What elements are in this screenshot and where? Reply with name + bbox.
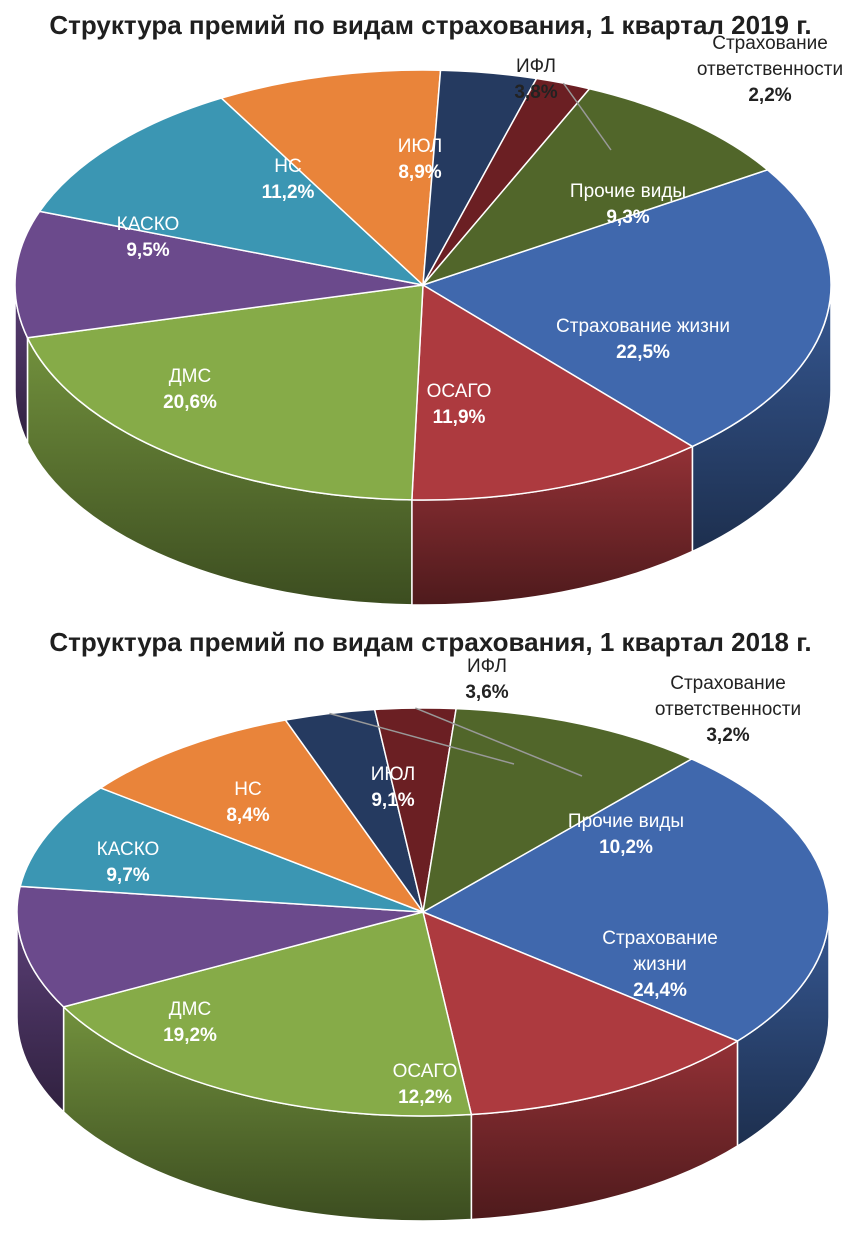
category-label-страхование-жизни: Страхование bbox=[602, 928, 718, 949]
chart-title-2019: Структура премий по видам страхования, 1… bbox=[49, 10, 812, 40]
data-label-нс: 8,4% bbox=[226, 805, 269, 826]
data-label-ифл: 3,8% bbox=[514, 82, 557, 103]
category-label-ифл: ИФЛ bbox=[516, 56, 556, 77]
category-label-прочие-виды: Прочие виды bbox=[570, 181, 686, 202]
pie-slice-прочие-виды bbox=[422, 707, 694, 914]
data-label-осаго: 11,9% bbox=[433, 407, 486, 428]
leader-line-ифл bbox=[329, 712, 515, 765]
category-label-июл: ИЮЛ bbox=[398, 136, 442, 157]
pie-slice-осаго bbox=[411, 283, 694, 501]
data-label-ифл: 3,6% bbox=[465, 682, 508, 703]
data-label-страхование-жизни: 22,5% bbox=[616, 342, 670, 363]
pie-slice-июл bbox=[219, 69, 442, 287]
data-label-каско: 9,7% bbox=[106, 865, 149, 886]
data-label-июл: 8,9% bbox=[398, 162, 441, 183]
category-label-каско: КАСКО bbox=[97, 839, 160, 860]
pie-slice-дмс bbox=[26, 284, 424, 501]
pie-slice-осаго bbox=[421, 910, 740, 1116]
pie-chart-2019: Страхование жизни 22,5% ОСАГО 11,9% ДМС 20,6%… bbox=[14, 33, 843, 606]
pie-slice-каско bbox=[16, 885, 424, 1008]
data-label-прочие-виды: 10,2% bbox=[599, 837, 653, 858]
data-label-дмс: 19,2% bbox=[163, 1025, 217, 1046]
pie-slice-июл bbox=[99, 719, 426, 914]
data-label-нс: 11,2% bbox=[262, 182, 315, 203]
category-label-прочие-виды: Прочие виды bbox=[568, 811, 684, 832]
data-label-прочие-виды: 9,3% bbox=[606, 207, 649, 228]
category-label-страхование-ответственности: ответственности bbox=[655, 699, 801, 720]
category-label-дмс: ДМС bbox=[169, 366, 211, 387]
category-label-страхование-ответственности: ответственности bbox=[697, 59, 843, 80]
pie-slice-страхование-жизни bbox=[421, 168, 832, 448]
category-label-страхование-ответственности: Страхование bbox=[712, 33, 828, 54]
pie-slice-страхование-жизни bbox=[421, 758, 830, 1042]
chart-title-2018: Структура премий по видам страхования, 1… bbox=[49, 627, 812, 657]
data-label-страхование-ответственности: 2,2% bbox=[748, 85, 791, 106]
category-label-нс: НС bbox=[234, 779, 261, 800]
leader-line-страхование-ответственности bbox=[415, 707, 583, 777]
category-label-осаго: ОСАГО bbox=[393, 1061, 458, 1082]
category-label-дмс: ДМС bbox=[169, 999, 211, 1020]
pie-chart-2018: Страхование жизни 24,4% ОСАГО 12,2% ДМС 19,2% К… bbox=[16, 656, 830, 1222]
category-label-страхование-ответственности: Страхование bbox=[670, 673, 786, 694]
category-label-каско: КАСКО bbox=[117, 214, 180, 235]
category-label-нс: НС bbox=[274, 156, 301, 177]
category-label-ифл: ИФЛ bbox=[467, 656, 507, 677]
pie-slice-каско bbox=[14, 210, 424, 339]
pie-slice-нс bbox=[38, 97, 426, 287]
category-label-осаго: ОСАГО bbox=[427, 381, 492, 402]
category-label-страхование-жизни: Страхование жизни bbox=[556, 316, 730, 337]
category-label-июл: ИЮЛ bbox=[371, 764, 415, 785]
pie-slice-нс bbox=[19, 787, 424, 913]
data-label-каско: 9,5% bbox=[126, 240, 169, 261]
data-label-дмс: 20,6% bbox=[163, 392, 217, 413]
data-label-июл: 9,1% bbox=[371, 790, 414, 811]
data-label-страхование-ответственности: 3,2% bbox=[706, 725, 749, 746]
data-label-осаго: 12,2% bbox=[398, 1087, 452, 1108]
pie-slice-дмс bbox=[62, 911, 473, 1117]
category-label-страхование-жизни: жизни bbox=[633, 954, 686, 975]
pie-slice-прочие-виды bbox=[420, 87, 770, 287]
data-label-страхование-жизни: 24,4% bbox=[633, 980, 687, 1001]
leader-line-страхование-ответственности bbox=[562, 82, 612, 151]
